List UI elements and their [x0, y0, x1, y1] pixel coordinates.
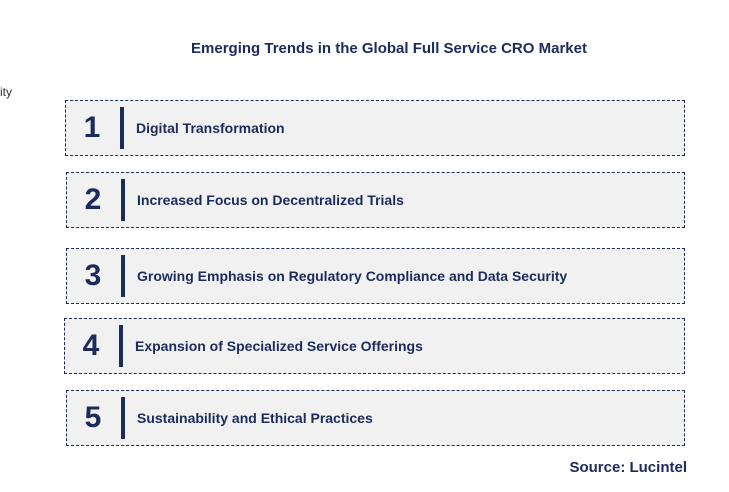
trend-number: 2 — [84, 183, 102, 216]
divider — [121, 255, 125, 297]
source: Source: Lucintel — [569, 459, 687, 476]
trend-box: 2 Increased Focus on Decentralized Trials — [66, 172, 685, 228]
divider — [121, 397, 125, 439]
trend-box: 5 Sustainability and Ethical Practices — [66, 390, 685, 446]
trend-label: Digital Transformation — [136, 120, 285, 136]
trend-label: Growing Emphasis on Regulatory Complianc… — [137, 268, 568, 284]
divider — [120, 107, 124, 149]
trend-number: 5 — [84, 401, 102, 434]
trend-box: 3 Growing Emphasis on Regulatory Complian… — [66, 248, 685, 304]
trend-label: Increased Focus on Decentralized Trials — [137, 192, 404, 208]
title: Emerging Trends in the Global Full Servi… — [191, 40, 587, 57]
trend-number: 1 — [83, 111, 101, 144]
trend-label: Sustainability and Ethical Practices — [137, 410, 373, 426]
trend-label: Expansion of Specialized Service Offerin… — [135, 338, 423, 354]
trend-number: 4 — [82, 329, 100, 362]
divider — [121, 179, 125, 221]
divider — [119, 325, 123, 367]
trend-box: 4 Expansion of Specialized Service Offeri… — [64, 318, 685, 374]
side-fragment: ity — [0, 85, 12, 99]
trend-number: 3 — [84, 259, 102, 292]
trend-box: 1 Digital Transformation — [65, 100, 685, 156]
